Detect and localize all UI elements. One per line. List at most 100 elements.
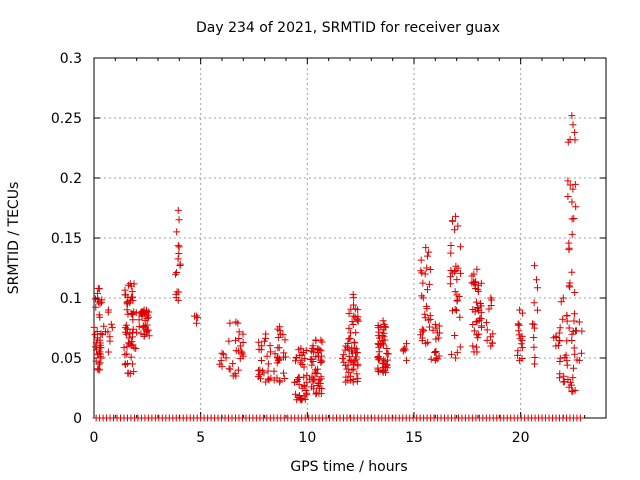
data-point xyxy=(318,357,326,365)
data-point xyxy=(255,338,263,346)
data-point xyxy=(226,365,234,373)
data-point xyxy=(342,342,350,350)
data-point xyxy=(225,337,233,345)
data-point xyxy=(92,346,100,354)
data-point xyxy=(426,323,434,331)
data-point xyxy=(447,266,455,274)
data-point xyxy=(422,244,430,252)
data-point xyxy=(140,306,148,314)
data-point xyxy=(314,349,322,357)
data-point xyxy=(474,334,482,342)
data-point xyxy=(352,349,360,357)
data-point xyxy=(571,386,579,394)
y-axis-label: SRMTID / TECUs xyxy=(6,182,22,295)
data-point xyxy=(570,215,578,223)
data-point xyxy=(530,343,538,351)
data-point xyxy=(308,355,316,363)
data-point xyxy=(399,346,407,354)
data-point xyxy=(255,367,263,375)
data-point xyxy=(234,366,242,374)
data-point xyxy=(126,340,134,348)
data-point xyxy=(565,324,573,332)
data-point xyxy=(346,376,354,384)
data-point xyxy=(345,335,353,343)
data-point xyxy=(354,317,362,325)
data-point xyxy=(576,414,584,422)
y-tick-label: 0 xyxy=(73,411,82,427)
data-point xyxy=(98,331,106,339)
data-point xyxy=(90,323,98,331)
data-point xyxy=(91,343,99,351)
data-point xyxy=(92,357,100,365)
data-point xyxy=(456,269,464,277)
data-point xyxy=(380,332,388,340)
data-point xyxy=(384,350,392,358)
data-point xyxy=(563,312,571,320)
data-point xyxy=(425,280,433,288)
data-point xyxy=(274,356,282,364)
data-point xyxy=(94,289,102,297)
data-point xyxy=(559,315,567,323)
data-point xyxy=(232,336,240,344)
data-point xyxy=(239,330,247,338)
data-point xyxy=(448,307,456,315)
data-point xyxy=(426,266,434,274)
data-point xyxy=(301,355,309,363)
data-point xyxy=(349,301,357,309)
data-point xyxy=(531,262,539,270)
data-point xyxy=(418,269,426,277)
data-point xyxy=(270,367,278,375)
data-point xyxy=(295,380,303,388)
data-point xyxy=(455,293,463,301)
data-point xyxy=(572,327,580,335)
data-point xyxy=(487,294,495,302)
data-point xyxy=(423,305,431,313)
data-point xyxy=(474,285,482,293)
data-point xyxy=(449,217,457,225)
data-point xyxy=(129,341,137,349)
data-point xyxy=(351,313,359,321)
data-point xyxy=(533,276,541,284)
data-point xyxy=(132,344,140,352)
data-point xyxy=(123,360,131,368)
data-point xyxy=(475,330,483,338)
data-point xyxy=(477,309,485,317)
data-point xyxy=(281,374,289,382)
data-point xyxy=(173,288,181,296)
data-point xyxy=(354,362,362,370)
data-point xyxy=(474,304,482,312)
data-point xyxy=(353,370,361,378)
data-point xyxy=(263,352,271,360)
data-point xyxy=(423,286,431,294)
data-point xyxy=(106,333,114,341)
data-point xyxy=(275,344,283,352)
data-point xyxy=(435,352,443,360)
data-point xyxy=(451,288,459,296)
data-point xyxy=(453,276,461,284)
data-point xyxy=(577,349,585,357)
data-point xyxy=(472,278,480,286)
data-point xyxy=(456,313,464,321)
data-point xyxy=(171,270,179,278)
data-point xyxy=(274,334,282,342)
data-point xyxy=(121,291,129,299)
data-point xyxy=(562,351,570,359)
data-point xyxy=(556,324,564,332)
data-point xyxy=(569,374,577,382)
data-point xyxy=(568,198,576,206)
x-tick-label: 10 xyxy=(298,430,316,446)
data-point xyxy=(280,369,288,377)
data-point xyxy=(291,357,299,365)
data-point xyxy=(516,335,524,343)
data-point xyxy=(381,323,389,331)
data-point xyxy=(175,243,183,251)
data-point xyxy=(575,356,583,364)
x-tick-label: 5 xyxy=(196,430,205,446)
data-point xyxy=(127,342,135,350)
data-point xyxy=(419,279,427,287)
data-point xyxy=(563,361,571,369)
data-point xyxy=(354,306,362,314)
data-point xyxy=(345,310,353,318)
data-point xyxy=(267,348,275,356)
data-point xyxy=(345,352,353,360)
